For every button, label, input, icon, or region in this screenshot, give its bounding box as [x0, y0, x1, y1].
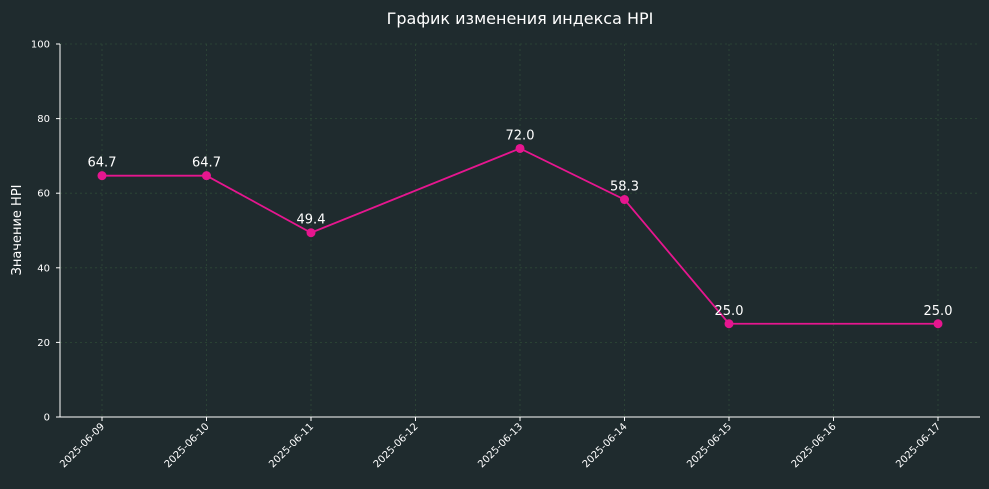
data-point — [515, 143, 525, 153]
y-tick-label: 40 — [37, 263, 50, 274]
data-point — [306, 228, 316, 238]
x-tick-label: 2025-06-16 — [790, 421, 839, 470]
y-tick-label: 0 — [44, 413, 50, 424]
data-label: 64.7 — [88, 156, 117, 171]
data-point — [202, 171, 211, 181]
chart-title: График изменения индекса HPI — [387, 9, 654, 28]
y-tick-label: 100 — [31, 40, 50, 51]
data-label: 58.3 — [610, 180, 639, 195]
data-label: 64.7 — [192, 156, 221, 171]
x-tick-label: 2025-06-13 — [476, 421, 525, 470]
data-label: 72.0 — [506, 128, 535, 143]
data-point — [933, 319, 943, 329]
grid-lines — [60, 43, 980, 418]
data-point — [97, 171, 107, 181]
y-tick-label: 20 — [37, 338, 50, 349]
y-ticks: 0 20 40 60 80 100 — [31, 40, 60, 424]
y-axis-label: Значение HPI — [10, 184, 25, 275]
x-ticks: 2025-06-09 2025-06-10 2025-06-11 2025-06-12… — [58, 417, 943, 470]
data-point — [620, 195, 629, 205]
x-tick-label: 2025-06-15 — [685, 421, 734, 470]
x-tick-label: 2025-06-11 — [267, 421, 316, 470]
data-label: 25.0 — [924, 304, 953, 319]
data-label: 49.4 — [297, 213, 326, 228]
y-tick-label: 80 — [37, 114, 50, 125]
x-tick-label: 2025-06-14 — [581, 421, 630, 470]
series-group: 64.7 64.7 49.4 72.0 58.3 25.0 25.0 — [88, 128, 953, 329]
x-tick-label: 2025-06-17 — [894, 421, 943, 470]
data-point — [724, 319, 734, 329]
y-tick-label: 60 — [37, 189, 50, 200]
x-tick-label: 2025-06-12 — [372, 421, 421, 470]
x-tick-label: 2025-06-09 — [58, 421, 107, 470]
data-label: 25.0 — [715, 304, 744, 319]
x-tick-label: 2025-06-10 — [163, 421, 212, 470]
